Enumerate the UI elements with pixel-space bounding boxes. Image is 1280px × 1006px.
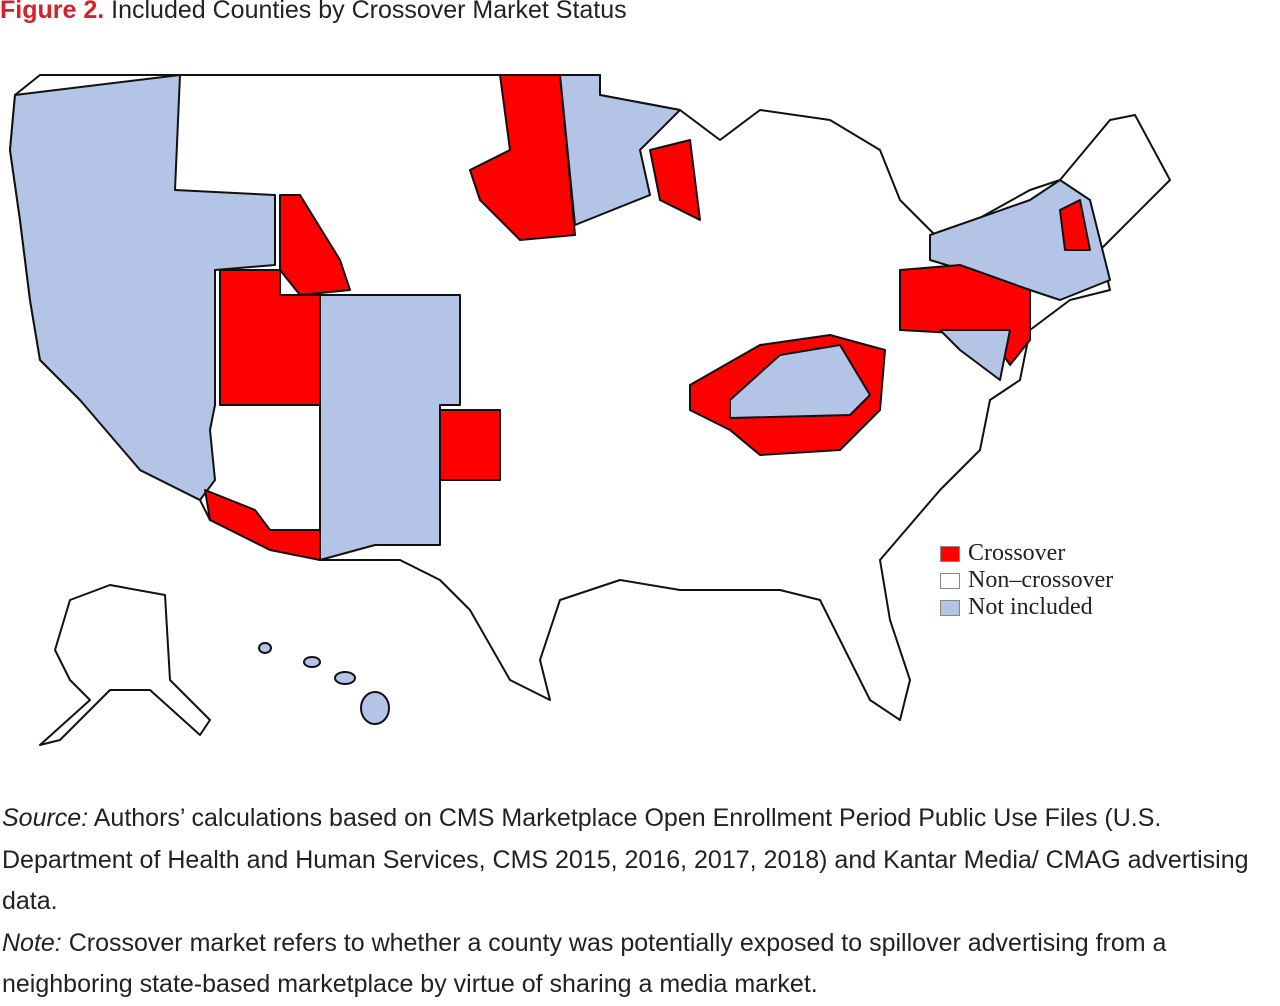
hawaii — [303, 656, 321, 668]
source: Source: Authors’ calculations based on C… — [2, 798, 1280, 923]
notes: Source: Authors’ calculations based on C… — [2, 798, 1280, 1006]
legend-swatch — [940, 572, 960, 589]
hawaii — [334, 671, 356, 685]
region-wisconsin — [649, 139, 701, 221]
source-label: Source: — [2, 804, 89, 832]
legend-item: Not included — [940, 594, 1113, 621]
note-text: Crossover market refers to whether a cou… — [2, 928, 1167, 999]
legend-label: Not included — [968, 594, 1093, 620]
region-west — [9, 74, 276, 501]
figure-title: Included Counties by Crossover Market St… — [111, 0, 627, 24]
region-minnesota — [559, 74, 681, 226]
region-md-de — [939, 329, 1011, 381]
region-wyoming — [279, 194, 351, 296]
alaska — [39, 584, 211, 746]
legend-swatch — [940, 599, 960, 616]
legend: Crossover Non–crossover Not included — [940, 540, 1113, 621]
source-text: Authors’ calculations based on CMS Marke… — [2, 804, 1249, 915]
region-kentucky — [729, 344, 871, 419]
region-new-hampshire — [1059, 199, 1091, 251]
region-arizona — [204, 489, 321, 561]
us-map — [9, 74, 1171, 746]
legend-label: Non–crossover — [968, 567, 1114, 593]
legend-swatch — [940, 545, 960, 562]
region-plains — [439, 409, 501, 481]
title: Figure 2. Included Counties by Crossover… — [0, 0, 627, 25]
legend-item: Crossover — [940, 540, 1113, 567]
legend-label: Crossover — [968, 540, 1066, 566]
hawaii — [360, 691, 390, 725]
hawaii — [258, 642, 272, 654]
legend-item: Non–crossover — [940, 567, 1113, 594]
note: Note: Crossover market refers to whether… — [2, 923, 1280, 1006]
figure-label: Figure 2. — [0, 0, 105, 24]
note-label: Note: — [2, 928, 62, 957]
